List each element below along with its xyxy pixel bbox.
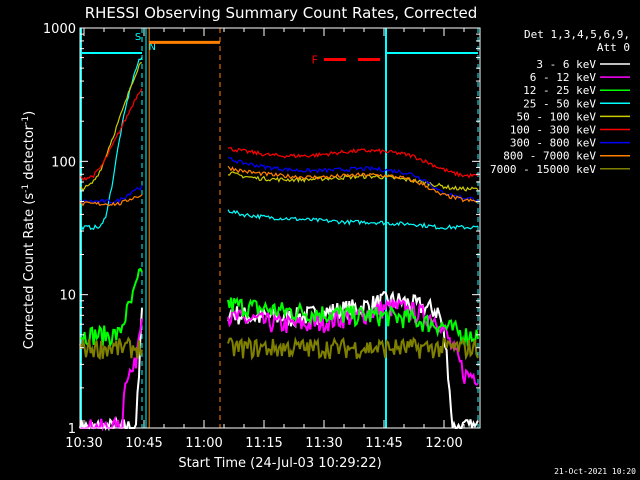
- series-12-25-kev-post: [227, 296, 479, 347]
- legend-label-50-100-kev: 50 - 100 keV: [517, 110, 597, 123]
- series-800-7000-kev-post: [227, 165, 479, 203]
- x-tick-label-5: 11:45: [365, 436, 402, 451]
- y-axis-label: Corrected Count Rate (s-1 detector-1): [21, 111, 37, 349]
- plot-marks: SN F: [79, 28, 479, 432]
- legend-label-800-7000-kev: 800 - 7000 keV: [503, 150, 596, 163]
- series-12-25-kev-pre: [79, 267, 143, 349]
- legend-label-3-6-kev: 3 - 6 keV: [536, 58, 596, 71]
- y-axis-label-sup1: -1: [21, 184, 31, 193]
- x-tick-label-2: 11:00: [185, 436, 222, 451]
- footer-date: 21-Oct-2021 10:20: [554, 467, 636, 476]
- legend-label-100-300-kev: 100 - 300 keV: [510, 124, 596, 137]
- series-50-100-kev-pre: [79, 62, 142, 192]
- legend-header-attenuator: Att 0: [597, 41, 630, 54]
- axis-ticks: 1 10 100 1000 10:30 10:45 11:00 11:15 11:30 11:45…: [43, 22, 480, 451]
- night-label-n: N: [148, 42, 155, 53]
- series-7000-15000-kev-pre: [79, 336, 143, 361]
- y-tick-label-2: 100: [51, 155, 76, 170]
- series-7000-15000-kev-post: [227, 336, 479, 361]
- legend-label-12-25-kev: 12 - 25 keV: [523, 84, 596, 97]
- x-axis-label: Start Time (24-Jul-03 10:29:22): [178, 456, 381, 471]
- x-tick-label-0: 10:30: [65, 436, 102, 451]
- series-800-7000-kev-pre: [79, 194, 143, 207]
- legend-label-25-50-kev: 25 - 50 keV: [523, 97, 596, 110]
- x-tick-label-3: 11:15: [245, 436, 282, 451]
- x-tick-label-6: 12:00: [425, 436, 462, 451]
- chart-title: RHESSI Observing Summary Count Rates, Co…: [85, 4, 478, 22]
- legend-header-detectors: Det 1,3,4,5,6,9,: [524, 28, 630, 41]
- legend-label-300-800-kev: 300 - 800 keV: [510, 137, 596, 150]
- series-300-800-kev-pre: [79, 185, 143, 204]
- saa-label-s: S: [135, 32, 141, 43]
- flare-marker-label: F: [311, 54, 318, 67]
- y-axis-label-main: Corrected Count Rate (s: [22, 193, 37, 350]
- x-tick-label-4: 11:30: [305, 436, 342, 451]
- y-axis-label-mid: detector: [22, 124, 37, 184]
- y-axis-label-end: ): [22, 111, 37, 116]
- series-300-800-kev-post: [227, 156, 479, 202]
- x-tick-label-1: 10:45: [125, 436, 162, 451]
- legend-label-7000-15000-kev: 7000 - 15000 keV: [490, 163, 596, 176]
- y-tick-label-1: 10: [59, 289, 76, 304]
- series-25-50-kev-post: [227, 209, 479, 230]
- series-100-300-kev-post: [227, 146, 479, 179]
- y-tick-label-0: 1: [68, 422, 76, 437]
- plot-frame: [79, 27, 481, 429]
- y-tick-label-3: 1000: [43, 22, 76, 37]
- y-axis-label-sup2: -1: [21, 116, 31, 125]
- series-100-300-kev-pre: [79, 88, 143, 182]
- legend-label-6-12-kev: 6 - 12 keV: [530, 71, 597, 84]
